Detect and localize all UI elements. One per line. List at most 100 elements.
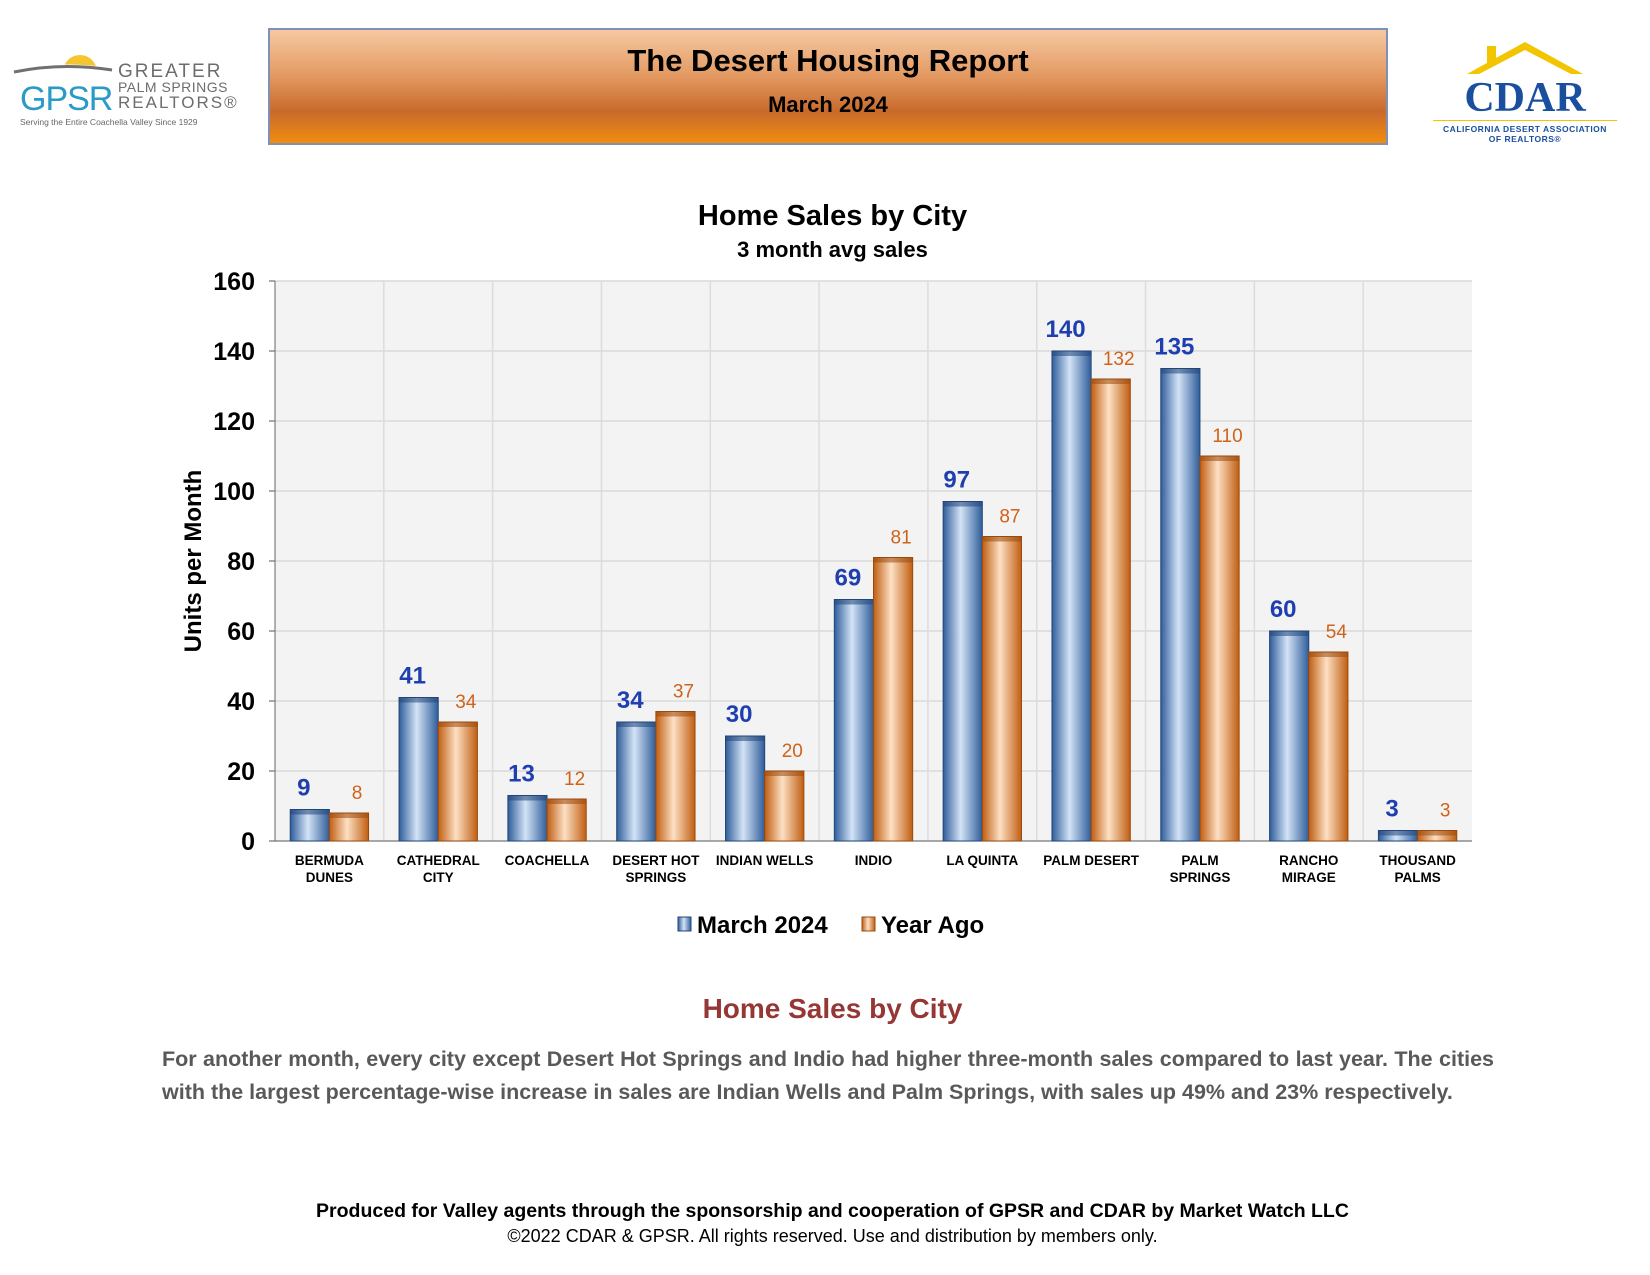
bar-march-2024	[507, 795, 548, 842]
house-roof-icon	[1467, 42, 1583, 74]
data-label: 3	[1440, 801, 1451, 822]
bar-top-bevel	[399, 697, 439, 703]
chart-title: Home Sales by City	[697, 200, 968, 232]
legend-swatch	[677, 916, 692, 932]
x-tick-label: PALMS	[1394, 870, 1440, 885]
bar-year-ago	[1308, 651, 1349, 842]
gpsr-line1: GREATER	[118, 61, 223, 82]
cdar-name: CDAR	[1464, 75, 1586, 121]
y-tick-label: 80	[227, 548, 255, 576]
data-label: 41	[399, 663, 426, 690]
legend-swatch	[861, 916, 876, 932]
data-label: 9	[297, 775, 310, 802]
x-tick-label: RANCHO	[1279, 853, 1338, 868]
bar-year-ago	[873, 557, 914, 842]
bar-march-2024	[616, 721, 657, 842]
data-label: 37	[673, 682, 694, 703]
x-tick-label: CATHEDRAL	[397, 853, 480, 868]
legend-item-year-ago: Year Ago	[881, 912, 984, 939]
bar-year-ago	[1090, 378, 1131, 842]
gpsr-line2: PALM SPRINGS	[118, 79, 228, 95]
bar-year-ago	[437, 721, 478, 842]
cdar-line1: CALIFORNIA DESERT ASSOCIATION	[1443, 124, 1607, 134]
data-label: 13	[508, 761, 535, 788]
header-banner: The Desert Housing Report March 2024	[268, 28, 1388, 145]
bar-top-bevel	[982, 536, 1022, 542]
legend-item-march-2024: March 2024	[697, 912, 828, 939]
y-tick-label: 160	[213, 268, 255, 296]
data-label: 12	[564, 769, 585, 790]
y-tick-label: 140	[213, 338, 255, 366]
bar-top-bevel	[616, 722, 656, 727]
data-label: 132	[1103, 349, 1135, 370]
bar-top-bevel	[1378, 830, 1418, 836]
gpsr-logo: GPSR GREATER PALM SPRINGS REALTORS® Serv…	[12, 50, 242, 140]
bar-year-ago	[1199, 455, 1240, 842]
data-label: 20	[782, 741, 803, 762]
x-tick-label: SPRINGS	[1170, 870, 1231, 885]
bar-top-bevel	[1308, 652, 1348, 657]
x-tick-label: DESERT HOT	[612, 853, 700, 868]
bar-top-bevel	[764, 771, 804, 776]
y-tick-label: 120	[213, 408, 255, 436]
x-tick-label: COACHELLA	[505, 853, 590, 868]
bar-top-bevel	[1269, 631, 1309, 636]
home-sales-chart: 0 20 40 60 80 100 120 140 160 Units per Month 9 41 1…	[180, 268, 1472, 939]
data-label: 81	[891, 528, 912, 549]
cdar-line2: OF REALTORS®	[1488, 134, 1562, 144]
y-tick-label: 100	[213, 478, 255, 506]
y-tick-label: 0	[241, 828, 255, 856]
data-label: 110	[1212, 426, 1242, 447]
data-label: 69	[835, 565, 862, 592]
x-tick-label: MIRAGE	[1282, 870, 1336, 885]
bar-march-2024	[398, 697, 439, 842]
data-label: 3	[1385, 796, 1398, 823]
report-title: The Desert Housing Report	[627, 43, 1029, 78]
gpsr-initials: GPSR	[20, 80, 113, 118]
x-tick-label: DUNES	[306, 870, 353, 885]
bar-year-ago	[981, 536, 1022, 842]
y-tick-label: 60	[227, 618, 255, 646]
bar-year-ago	[655, 711, 696, 842]
data-label: 135	[1154, 334, 1194, 361]
x-tick-label: INDIAN WELLS	[716, 853, 814, 868]
bar-top-bevel	[873, 557, 913, 563]
bar-top-bevel	[943, 501, 983, 507]
gpsr-line3: REALTORS®	[118, 93, 239, 112]
bar-march-2024	[1160, 368, 1201, 842]
x-tick-label: LA QUINTA	[946, 853, 1018, 868]
y-tick-label: 40	[227, 688, 255, 716]
data-label: 54	[1326, 622, 1348, 643]
y-tick-label: 20	[227, 758, 255, 786]
bar-top-bevel	[438, 722, 478, 727]
x-tick-label: SPRINGS	[625, 870, 686, 885]
report-date: March 2024	[768, 92, 888, 117]
bar-top-bevel	[1160, 368, 1200, 374]
x-tick-label: THOUSAND	[1379, 853, 1456, 868]
section-heading: Home Sales by City	[702, 993, 963, 1024]
data-label: 34	[455, 692, 477, 713]
chart-subtitle: 3 month avg sales	[737, 237, 928, 262]
bar-year-ago	[546, 798, 587, 842]
x-tick-label: BERMUDA	[295, 853, 364, 868]
bar-top-bevel	[507, 795, 548, 801]
x-tick-label: PALM	[1181, 853, 1218, 868]
bar-march-2024	[1051, 350, 1092, 842]
y-axis-label: Units per Month	[180, 470, 207, 653]
bar-top-bevel	[1417, 830, 1457, 836]
bar-top-bevel	[1199, 456, 1240, 461]
data-label: 8	[352, 783, 363, 804]
bar-top-bevel	[655, 711, 696, 717]
footer-copyright: ©2022 CDAR & GPSR. All rights reserved. …	[507, 1226, 1158, 1246]
bar-top-bevel	[290, 809, 330, 815]
bar-top-bevel	[725, 736, 765, 741]
bar-top-bevel	[1091, 379, 1131, 384]
gpsr-sun-icon	[13, 55, 113, 90]
gpsr-tagline: Serving the Entire Coachella Valley Sinc…	[20, 117, 198, 127]
commentary-text: For another month, every city except Des…	[162, 1047, 1494, 1104]
data-label: 140	[1046, 316, 1086, 343]
cdar-logo: CDAR CALIFORNIA DESERT ASSOCIATION OF RE…	[1425, 40, 1625, 150]
bar-top-bevel	[329, 813, 369, 818]
data-label: 87	[999, 507, 1020, 528]
data-label: 30	[726, 701, 753, 728]
